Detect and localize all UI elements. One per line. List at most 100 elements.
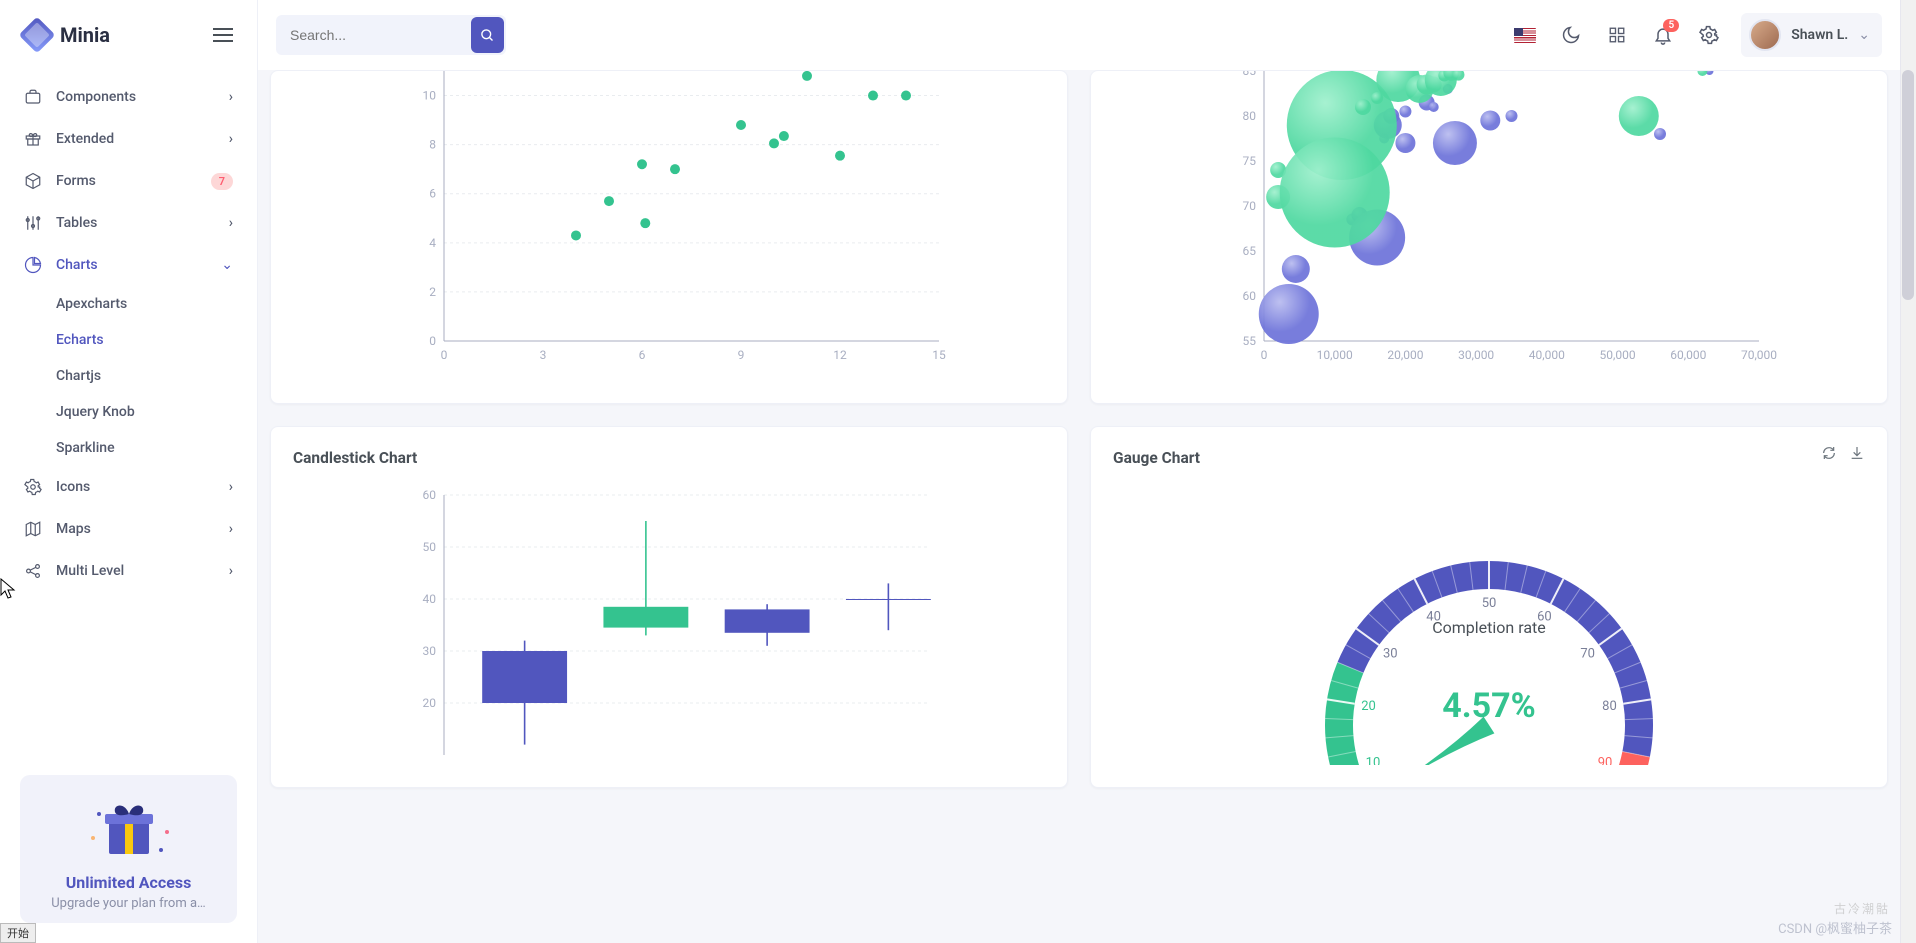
sidebar-toggle-icon[interactable]	[213, 27, 233, 43]
svg-text:40,000: 40,000	[1529, 348, 1565, 362]
candlestick-chart[interactable]: 2030405060	[293, 485, 1045, 765]
sidebar: Minia Components › Extended › Forms	[0, 0, 258, 943]
watermark-faint: 古冷潮骷	[1834, 900, 1890, 917]
forms-badge: 7	[211, 173, 233, 190]
user-menu[interactable]: Shawn L. ⌄	[1741, 13, 1882, 57]
sidebar-item-charts[interactable]: Charts ⌄	[0, 244, 257, 286]
candlestick-title: Candlestick Chart	[293, 449, 1045, 467]
svg-text:50,000: 50,000	[1600, 348, 1636, 362]
language-button[interactable]	[1505, 15, 1545, 55]
svg-text:20: 20	[1361, 699, 1376, 714]
sidebar-item-maps[interactable]: Maps ›	[0, 508, 257, 550]
svg-text:65: 65	[1243, 244, 1257, 258]
chevron-down-icon: ⌄	[221, 257, 233, 273]
briefcase-icon	[24, 88, 42, 106]
sub-echarts[interactable]: Echarts	[56, 322, 257, 358]
sidebar-item-components[interactable]: Components ›	[0, 76, 257, 118]
sidebar-item-tables[interactable]: Tables ›	[0, 202, 257, 244]
chevron-right-icon: ›	[229, 215, 233, 231]
grid-icon	[1608, 26, 1626, 44]
svg-text:60,000: 60,000	[1670, 348, 1706, 362]
svg-text:50: 50	[423, 540, 437, 554]
search-input[interactable]	[290, 17, 471, 53]
svg-text:15: 15	[932, 348, 946, 362]
sub-sparkline[interactable]: Sparkline	[56, 430, 257, 466]
apps-button[interactable]	[1597, 15, 1637, 55]
svg-text:60: 60	[1243, 289, 1257, 303]
settings-button[interactable]	[1689, 15, 1729, 55]
search-button[interactable]	[471, 17, 504, 53]
svg-text:4: 4	[429, 236, 436, 250]
row-2: Candlestick Chart 20 30 40 50 60 Gauge Chart…	[270, 426, 1888, 788]
notifications-button[interactable]: 5	[1643, 15, 1683, 55]
refresh-icon[interactable]	[1821, 445, 1837, 461]
scatter-card: 024681003691215	[270, 70, 1068, 404]
svg-text:0: 0	[441, 348, 448, 362]
bubble-card: 55606570758085010,00020,00030,00040,0005…	[1090, 70, 1888, 404]
sidebar-item-extended[interactable]: Extended ›	[0, 118, 257, 160]
pie-chart-icon	[24, 256, 42, 274]
watermark-csdn: CSDN @枫蜜柚子茶	[1778, 918, 1892, 937]
svg-text:80: 80	[1602, 699, 1617, 714]
chevron-right-icon: ›	[229, 563, 233, 579]
svg-text:2: 2	[429, 285, 436, 299]
share-icon	[24, 562, 42, 580]
sidebar-item-label: Multi Level	[56, 563, 124, 579]
svg-text:Completion rate: Completion rate	[1432, 618, 1546, 637]
svg-text:40: 40	[423, 592, 437, 606]
brand[interactable]: Minia	[24, 22, 110, 48]
svg-text:12: 12	[833, 348, 847, 362]
sidebar-item-label: Components	[56, 89, 136, 105]
taskbar-start-button[interactable]: 开始	[0, 923, 36, 943]
gauge-toolbar	[1821, 445, 1865, 461]
svg-text:70: 70	[1580, 646, 1595, 661]
promo-gift-icon	[69, 799, 189, 859]
chevron-right-icon: ›	[229, 521, 233, 537]
search-box	[276, 15, 506, 55]
svg-text:10: 10	[423, 89, 437, 103]
row-1: 024681003691215 55606570758085010,00020,…	[270, 70, 1888, 404]
sidebar-promo: Unlimited Access Upgrade your plan from …	[20, 775, 237, 923]
gauge-chart[interactable]: 0102030405060708090100Completion rate4.5…	[1113, 485, 1865, 765]
user-name: Shawn L.	[1791, 27, 1848, 43]
scrollbar-thumb[interactable]	[1902, 70, 1914, 300]
sidebar-item-label: Extended	[56, 131, 114, 147]
sub-chartjs[interactable]: Chartjs	[56, 358, 257, 394]
chevron-right-icon: ›	[229, 131, 233, 147]
svg-text:70: 70	[1243, 199, 1257, 213]
chevron-down-icon: ⌄	[1858, 27, 1870, 43]
sidebar-item-icons[interactable]: Icons ›	[0, 466, 257, 508]
scatter-chart[interactable]: 024681003691215	[293, 71, 1045, 381]
chevron-right-icon: ›	[229, 479, 233, 495]
svg-text:0: 0	[429, 334, 436, 348]
sidebar-item-forms[interactable]: Forms 7	[0, 160, 257, 202]
sidebar-menu: Components › Extended › Forms 7 Tables ›	[0, 70, 257, 759]
svg-text:9: 9	[738, 348, 745, 362]
svg-text:0: 0	[1261, 348, 1268, 362]
svg-text:60: 60	[423, 488, 437, 502]
svg-text:4.57%: 4.57%	[1442, 686, 1536, 726]
svg-text:55: 55	[1243, 334, 1257, 348]
svg-text:8: 8	[429, 138, 436, 152]
promo-subtitle: Upgrade your plan from a…	[36, 896, 221, 911]
svg-text:10,000: 10,000	[1317, 348, 1353, 362]
search-icon	[480, 28, 495, 43]
theme-toggle-button[interactable]	[1551, 15, 1591, 55]
svg-text:90: 90	[1598, 756, 1613, 765]
sub-jquery-knob[interactable]: Jquery Knob	[56, 394, 257, 430]
bubble-chart[interactable]: 55606570758085010,00020,00030,00040,0005…	[1113, 71, 1865, 381]
svg-text:6: 6	[429, 187, 436, 201]
sliders-icon	[24, 214, 42, 232]
page-scrollbar[interactable]	[1900, 0, 1916, 943]
download-icon[interactable]	[1849, 445, 1865, 461]
sub-apexcharts[interactable]: Apexcharts	[56, 286, 257, 322]
svg-text:80: 80	[1243, 109, 1257, 123]
gear-icon	[1699, 25, 1719, 45]
svg-text:10: 10	[1366, 756, 1381, 765]
topbar: 5 Shawn L. ⌄	[258, 0, 1900, 70]
avatar	[1749, 19, 1781, 51]
brand-bar: Minia	[0, 0, 257, 70]
svg-text:30: 30	[423, 644, 437, 658]
sidebar-item-multilevel[interactable]: Multi Level ›	[0, 550, 257, 592]
gauge-title: Gauge Chart	[1113, 449, 1865, 467]
